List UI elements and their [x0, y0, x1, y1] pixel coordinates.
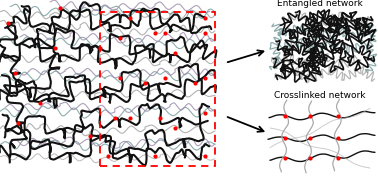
Text: Entangled network: Entangled network [277, 0, 363, 8]
Text: Crosslinked network: Crosslinked network [274, 91, 366, 100]
